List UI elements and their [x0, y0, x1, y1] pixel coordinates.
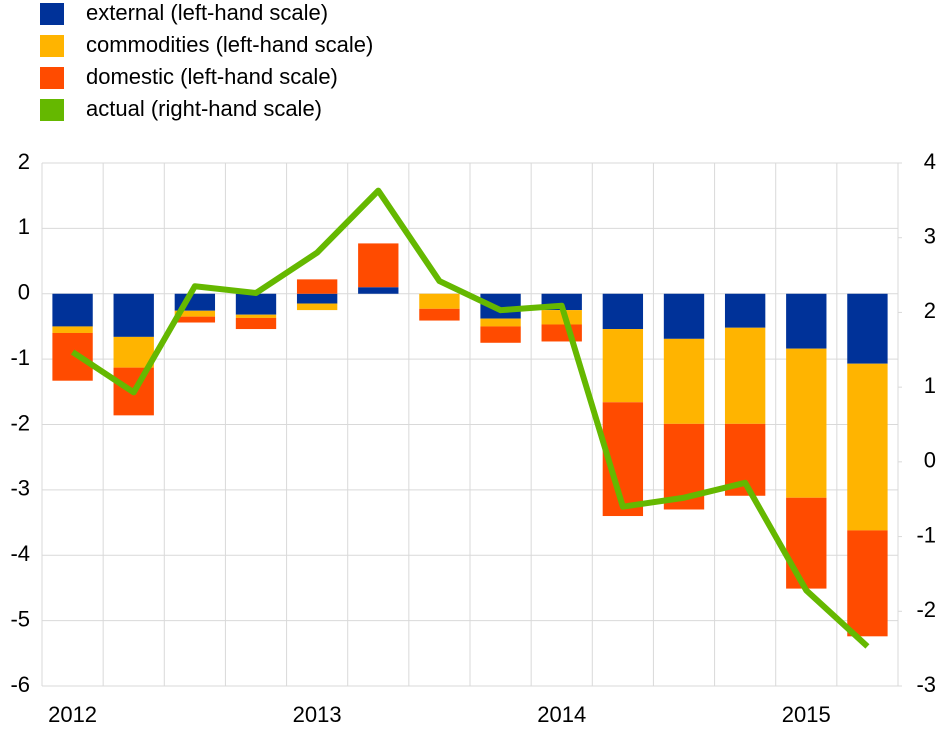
bar [786, 497, 827, 589]
y-tick-label: -5 [10, 606, 30, 631]
legend-label: actual (right-hand scale) [86, 96, 322, 121]
legend-swatch [40, 3, 64, 25]
bar [235, 317, 277, 330]
bar [724, 293, 766, 328]
bar [541, 324, 582, 342]
bar [358, 243, 399, 288]
bar [480, 326, 521, 343]
y-tick-label: 0 [18, 280, 30, 305]
bar [52, 326, 93, 333]
y-tick-label: -1 [10, 345, 30, 370]
bar [847, 530, 888, 637]
bar [480, 318, 521, 327]
bar [786, 348, 827, 498]
bar [235, 314, 277, 318]
bar [847, 293, 888, 364]
legend-swatch [40, 35, 64, 57]
bar [52, 293, 93, 327]
bar [296, 279, 338, 294]
bar [541, 310, 582, 325]
bar [113, 293, 154, 337]
legend-label: external (left-hand scale) [86, 0, 328, 25]
y2-tick-label: -2 [916, 597, 936, 622]
bar [847, 363, 888, 531]
y2-tick-label: -1 [916, 522, 936, 547]
bar [419, 293, 460, 309]
x-tick-label: 2013 [293, 702, 342, 727]
x-tick-label: 2015 [782, 702, 831, 727]
bar [419, 308, 460, 321]
y2-tick-label: 2 [924, 298, 936, 323]
bar [663, 293, 705, 339]
bar [174, 310, 216, 317]
y-tick-label: -2 [10, 410, 30, 435]
bar [663, 338, 705, 424]
bar [296, 293, 338, 304]
x-tick-label: 2014 [537, 702, 586, 727]
y2-tick-label: 1 [924, 373, 936, 398]
y-tick-label: -6 [10, 672, 30, 697]
y2-tick-label: 0 [924, 448, 936, 473]
bar [174, 316, 216, 323]
y-tick-label: -3 [10, 476, 30, 501]
y2-tick-label: 4 [924, 149, 936, 174]
legend-label: domestic (left-hand scale) [86, 64, 338, 89]
y-tick-label: -4 [10, 541, 30, 566]
y2-tick-label: 3 [924, 224, 936, 249]
y2-tick-label: -3 [916, 672, 936, 697]
bar [786, 293, 827, 349]
y-tick-label: 2 [18, 149, 30, 174]
x-tick-label: 2012 [48, 702, 97, 727]
legend-swatch [40, 67, 64, 89]
bar [358, 287, 399, 294]
bar [52, 332, 93, 381]
bar [724, 327, 766, 424]
y-tick-label: 1 [18, 214, 30, 239]
legend-swatch [40, 99, 64, 121]
bar [235, 293, 277, 315]
bar [113, 336, 154, 368]
line [70, 187, 870, 649]
bar [296, 303, 338, 311]
bar [602, 329, 644, 403]
bar [602, 293, 644, 330]
legend-label: commodities (left-hand scale) [86, 32, 373, 57]
